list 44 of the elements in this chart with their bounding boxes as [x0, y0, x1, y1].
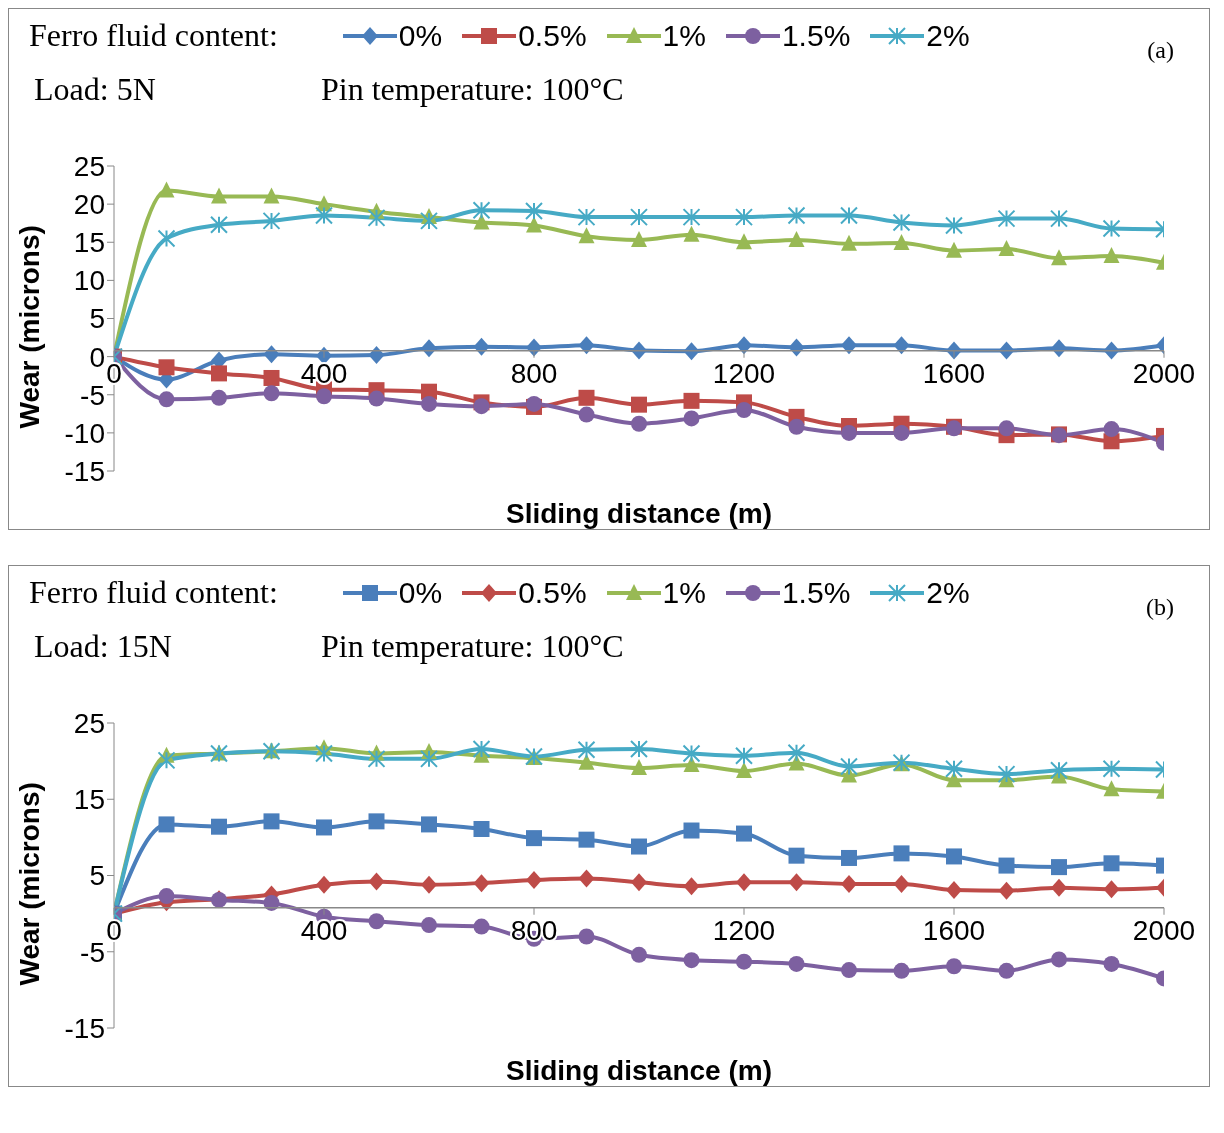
text: Pin temperature: 100°C — [321, 628, 624, 665]
x-tick-label: 400 — [300, 914, 348, 946]
legend-label: 1% — [662, 575, 706, 610]
y-tick-label: 5 — [89, 860, 105, 892]
x-tick-label: 1600 — [922, 914, 986, 946]
legend-title: Ferro fluid content: — [29, 574, 278, 611]
y-tick-label: -15 — [64, 1012, 105, 1044]
x-tick-label: 2000 — [1132, 914, 1196, 946]
y-tick-label: 5 — [89, 303, 105, 335]
x-axis-title: Sliding distance (m) — [505, 1055, 773, 1086]
legend-title: Ferro fluid content: — [29, 17, 278, 54]
legend-label: 0.5% — [518, 18, 587, 53]
legend-label: 2% — [926, 18, 970, 53]
text: Load: 5N — [34, 71, 156, 108]
text: (a) — [1147, 37, 1174, 64]
legend-label: 1% — [662, 18, 706, 53]
x-tick-label: 1200 — [712, 914, 776, 946]
y-axis-title: Wear (microns) — [13, 782, 45, 986]
y-tick-label: -15 — [64, 455, 105, 487]
y-tick-label: 15 — [73, 227, 105, 259]
legend-label: 0% — [398, 18, 443, 53]
text: (b) — [1146, 594, 1174, 621]
x-tick-label: 1600 — [922, 357, 986, 389]
y-tick-label: 25 — [73, 707, 105, 739]
x-tick-label: 1200 — [712, 357, 776, 389]
y-axis-title: Wear (microns) — [13, 225, 45, 429]
legend-label: 2% — [926, 575, 970, 610]
y-tick-label: -10 — [64, 417, 105, 449]
x-axis-title: Sliding distance (m) — [505, 498, 773, 529]
y-tick-label: 15 — [73, 784, 105, 816]
y-tick-label: 25 — [73, 150, 105, 182]
x-tick-label: 2000 — [1132, 357, 1196, 389]
legend-label: 0.5% — [518, 575, 587, 610]
text: Pin temperature: 100°C — [321, 71, 624, 108]
legend-label: 0% — [398, 575, 443, 610]
y-tick-label: 20 — [73, 189, 105, 221]
text: Load: 15N — [34, 628, 172, 665]
y-tick-label: 10 — [73, 265, 105, 297]
x-tick-label: 400 — [300, 357, 348, 389]
y-tick-label: -5 — [80, 936, 105, 968]
x-tick-label: 800 — [510, 357, 558, 389]
legend-label: 1.5% — [781, 18, 851, 53]
y-tick-label: -5 — [80, 379, 105, 411]
legend-label: 1.5% — [781, 575, 851, 610]
